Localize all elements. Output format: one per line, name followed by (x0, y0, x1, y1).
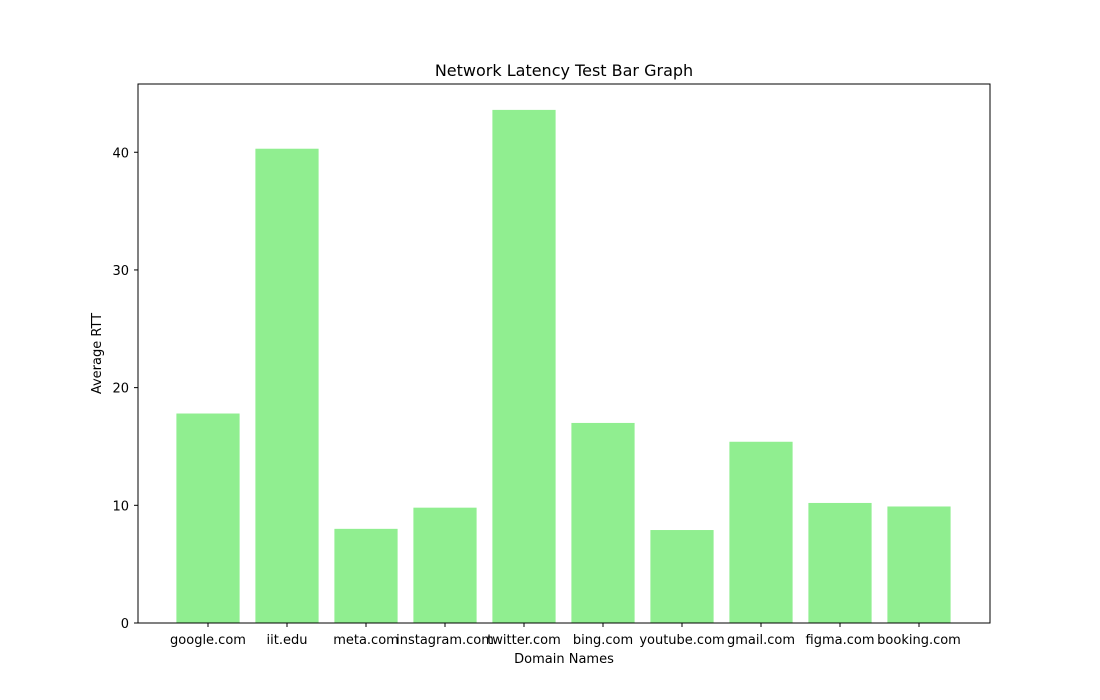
y-tick-label: 0 (121, 617, 129, 632)
y-tick-label: 40 (112, 146, 129, 161)
y-tick-label: 20 (112, 382, 129, 397)
bar-twitter.com (492, 109, 556, 624)
bar-google.com (176, 413, 240, 623)
y-axis: 0 10 20 30 40 (112, 146, 138, 632)
bar-gmail.com (729, 441, 793, 623)
y-tick-label: 30 (112, 264, 129, 279)
x-tick-label: gmail.com (727, 633, 795, 648)
x-tick-label: twitter.com (487, 633, 561, 648)
bar-bing.com (571, 422, 635, 623)
x-axis-label: Domain Names (514, 652, 614, 667)
bar-figma.com (808, 502, 872, 623)
bar-booking.com (887, 506, 951, 623)
chart-title: Network Latency Test Bar Graph (435, 61, 693, 80)
x-tick-label: youtube.com (639, 633, 724, 648)
y-axis-label: Average RTT (90, 313, 105, 394)
x-tick-label: instagram.com (396, 633, 494, 648)
x-tick-label: iit.edu (267, 633, 308, 648)
x-tick-label: figma.com (806, 633, 875, 648)
bar-instagram.com (413, 507, 477, 623)
bar-meta.com (334, 528, 398, 623)
x-tick-label: bing.com (573, 633, 633, 648)
bars-group (176, 109, 951, 624)
plot-frame (137, 83, 991, 624)
bar-youtube.com (650, 530, 714, 623)
bar-iit.edu (255, 148, 319, 623)
x-tick-label: google.com (170, 633, 246, 648)
x-tick-label: meta.com (333, 633, 399, 648)
x-axis: google.com iit.edu meta.cominstagram.comtw… (170, 623, 961, 648)
x-tick-label: booking.com (877, 633, 961, 648)
y-tick-label: 10 (112, 499, 129, 514)
